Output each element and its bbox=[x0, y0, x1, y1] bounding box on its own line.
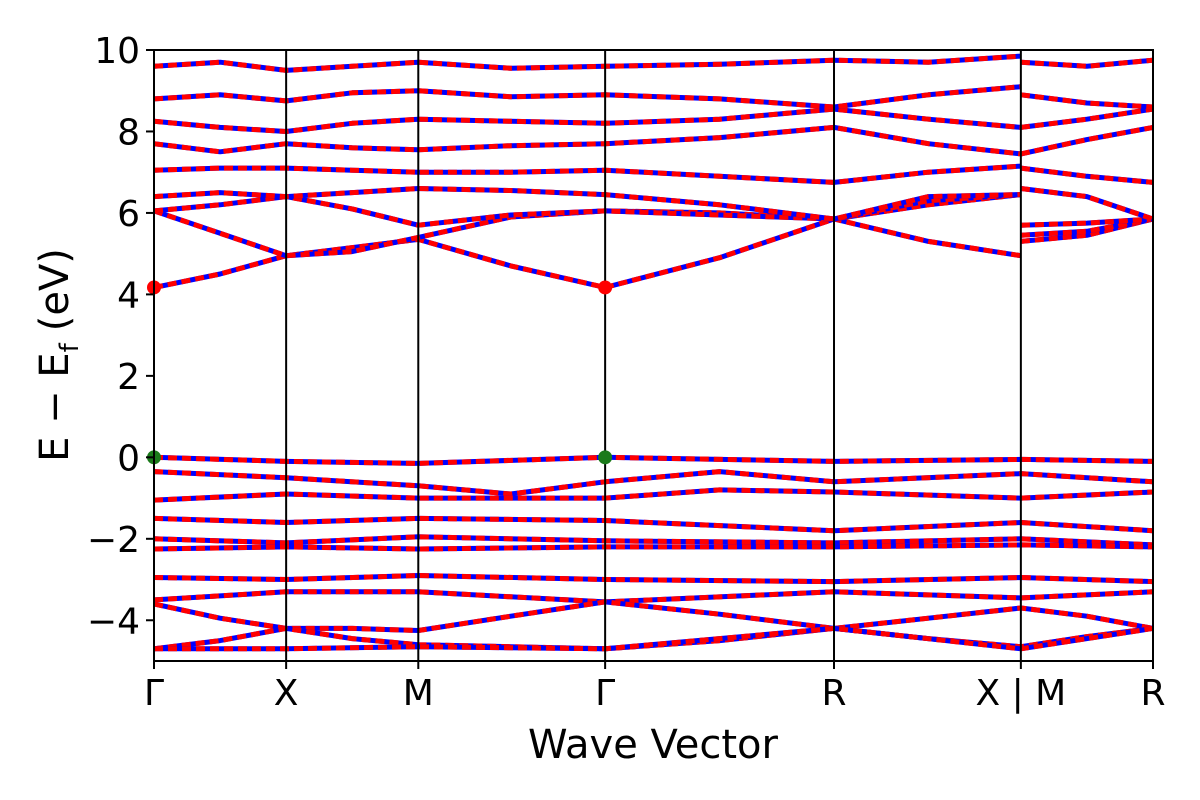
band-valence_4 bbox=[154, 515, 1153, 534]
band-conduction_8 bbox=[154, 84, 1153, 110]
band-valence_3 bbox=[154, 487, 1153, 503]
band-conduction_5 bbox=[154, 163, 1153, 185]
bands-layer bbox=[154, 53, 1153, 652]
band-spin-up-line bbox=[154, 192, 1153, 259]
band-valence_7 bbox=[154, 573, 1153, 585]
x-tick-label: X | M bbox=[975, 673, 1066, 714]
band-valence_top bbox=[154, 454, 1153, 466]
y-axis-ticks: −4 −2 0 2 4 6 8 10 bbox=[87, 31, 154, 642]
band-spin-up-line bbox=[154, 487, 1153, 503]
x-tick-label: X bbox=[274, 673, 299, 714]
band-spin-down-line bbox=[154, 84, 1153, 110]
y-axis-label-main: E − E bbox=[32, 352, 78, 462]
x-tick-label: Γ bbox=[595, 673, 615, 714]
band-spin-down-line bbox=[154, 106, 1153, 134]
k-path-lines bbox=[285, 50, 1022, 661]
band-spin-down-line bbox=[154, 487, 1153, 503]
band-spin-up-line bbox=[154, 53, 1153, 73]
band-spin-up-line bbox=[154, 124, 1153, 157]
y-tick-label: 0 bbox=[117, 438, 140, 479]
y-tick-label: 6 bbox=[117, 194, 140, 235]
band-conduction_4 bbox=[154, 186, 1153, 222]
y-tick-label: −2 bbox=[87, 520, 140, 561]
band-spin-down-line bbox=[154, 469, 1153, 497]
band-spin-down-line bbox=[154, 515, 1153, 534]
y-tick-label: 10 bbox=[94, 31, 140, 72]
band-conduction_2 bbox=[154, 192, 1153, 259]
y-tick-label: 2 bbox=[117, 357, 140, 398]
band-valence_2 bbox=[154, 469, 1153, 497]
y-axis-label-subscript: f bbox=[55, 342, 85, 352]
x-tick-label: R bbox=[1140, 673, 1165, 714]
band-spin-down-line bbox=[154, 542, 1153, 552]
band-spin-down-line bbox=[154, 454, 1153, 466]
band-spin-up-line bbox=[154, 216, 1153, 290]
band-valence_6 bbox=[154, 542, 1153, 552]
cbm-marker bbox=[598, 280, 613, 295]
x-axis-ticks: Γ X M Γ R X | M R bbox=[144, 661, 1166, 714]
y-axis-label: E − Ef (eV) bbox=[32, 248, 85, 462]
band-spin-down-line bbox=[154, 163, 1153, 185]
band-spin-up-line bbox=[154, 84, 1153, 110]
band-spin-down-line bbox=[154, 192, 1153, 259]
x-tick-label: Γ bbox=[144, 673, 164, 714]
band-edge-markers bbox=[147, 280, 613, 465]
y-tick-label: 8 bbox=[117, 112, 140, 153]
y-tick-label: −4 bbox=[87, 601, 140, 642]
band-spin-down-line bbox=[154, 53, 1153, 73]
band-spin-up-line bbox=[154, 106, 1153, 134]
band-conduction_6 bbox=[154, 124, 1153, 157]
band-conduction_7 bbox=[154, 106, 1153, 134]
band-valence_8 bbox=[154, 589, 1153, 605]
plot-frame bbox=[153, 49, 1154, 662]
y-axis-label-unit: (eV) bbox=[32, 248, 78, 331]
x-tick-label: R bbox=[821, 673, 846, 714]
band-spin-down-line bbox=[154, 573, 1153, 585]
y-tick-label: 4 bbox=[117, 275, 140, 316]
band-spin-down-line bbox=[154, 589, 1153, 605]
band-spin-up-line bbox=[154, 186, 1153, 222]
vbm-marker bbox=[598, 450, 613, 465]
x-tick-label: M bbox=[403, 673, 434, 714]
band-conduction_9 bbox=[154, 53, 1153, 73]
band-spin-up-line bbox=[154, 163, 1153, 185]
x-axis-label: Wave Vector bbox=[528, 722, 779, 768]
